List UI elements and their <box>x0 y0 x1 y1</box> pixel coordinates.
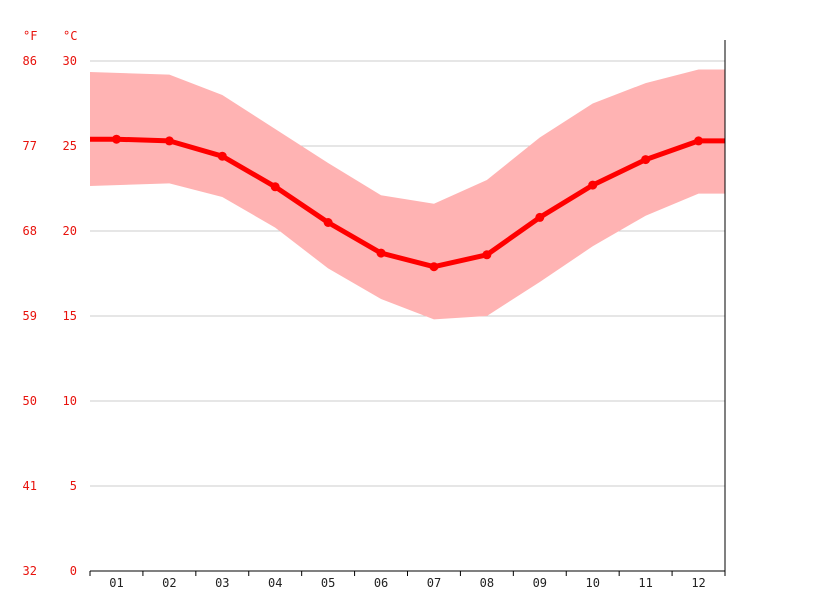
celsius-unit-label: °C <box>63 29 77 43</box>
y-tick-c-30: 30 <box>63 54 77 68</box>
y-tick-f-41: 41 <box>23 479 37 493</box>
x-tick-01: 01 <box>109 576 123 590</box>
x-tick-11: 11 <box>638 576 652 590</box>
x-tick-03: 03 <box>215 576 229 590</box>
point-01 <box>111 134 121 144</box>
y-tick-f-86: 86 <box>23 54 37 68</box>
y-tick-labels: 32 0 41 5 50 10 59 15 68 20 77 25 86 30 <box>23 54 77 578</box>
y-tick-c-5: 5 <box>70 479 77 493</box>
y-tick-c-20: 20 <box>63 224 77 238</box>
point-09 <box>535 212 545 222</box>
fahrenheit-unit-label: °F <box>23 29 37 43</box>
x-tick-06: 06 <box>374 576 388 590</box>
x-tick-labels: 01 02 03 04 05 06 07 08 09 10 11 12 <box>109 576 706 590</box>
x-tick-07: 07 <box>427 576 441 590</box>
point-06 <box>376 248 386 258</box>
point-07 <box>429 262 439 272</box>
x-tick-05: 05 <box>321 576 335 590</box>
point-12 <box>694 136 704 146</box>
axes <box>89 40 726 576</box>
y-tick-f-77: 77 <box>23 139 37 153</box>
average-temperature-line <box>90 136 725 270</box>
point-03 <box>217 151 227 161</box>
y-tick-f-50: 50 <box>23 394 37 408</box>
x-tick-02: 02 <box>162 576 176 590</box>
point-02 <box>164 136 174 146</box>
x-tick-12: 12 <box>691 576 705 590</box>
y-tick-f-59: 59 <box>23 309 37 323</box>
y-tick-c-0: 0 <box>70 564 77 578</box>
point-10 <box>588 180 598 190</box>
y-tick-c-15: 15 <box>63 309 77 323</box>
y-tick-f-68: 68 <box>23 224 37 238</box>
point-05 <box>323 218 333 227</box>
y-tick-f-32: 32 <box>23 564 37 578</box>
point-04 <box>270 182 280 192</box>
point-08 <box>482 250 492 260</box>
point-11 <box>641 155 651 165</box>
x-tick-08: 08 <box>480 576 494 590</box>
y-tick-c-25: 25 <box>63 139 77 153</box>
x-tick-10: 10 <box>585 576 599 590</box>
x-tick-09: 09 <box>533 576 547 590</box>
x-tick-04: 04 <box>268 576 282 590</box>
average-temperature-points <box>111 134 704 272</box>
temperature-range-band <box>90 69 725 320</box>
y-tick-c-10: 10 <box>63 394 77 408</box>
